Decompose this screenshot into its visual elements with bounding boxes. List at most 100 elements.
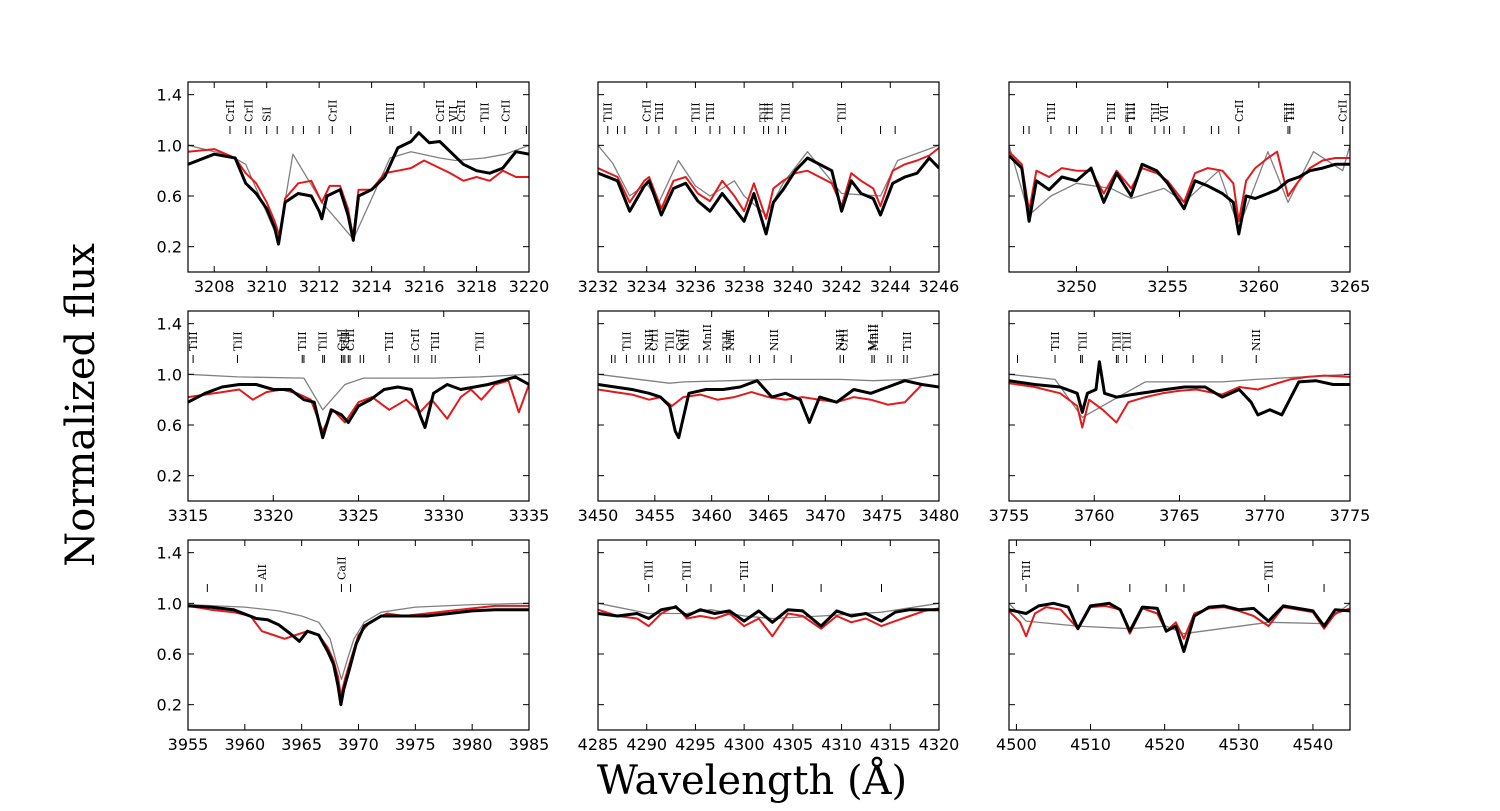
x-tick-label: 4315	[870, 735, 911, 754]
line-id-label: TiII	[1123, 102, 1136, 122]
line-id-label: CrII	[674, 329, 687, 351]
line-id-label: CrII	[838, 329, 851, 351]
panel-frame	[597, 81, 940, 273]
x-tick-label: 3955	[168, 735, 209, 754]
line-id-label: NiII	[768, 329, 781, 351]
x-tick-label: 4290	[626, 735, 667, 754]
x-tick-label: 3475	[862, 506, 903, 525]
series-lines-line	[1009, 145, 1350, 229]
series-observed-line	[1009, 360, 1350, 417]
x-tick-label: 3765	[1159, 506, 1200, 525]
line-id-label: TiII	[653, 102, 666, 122]
x-tick-label: 4510	[1070, 735, 1111, 754]
line-id-label: TiII	[901, 331, 914, 351]
line-id-label: TiII	[296, 331, 309, 351]
line-id-label: CrII	[335, 329, 348, 351]
x-tick-label: 3760	[1074, 506, 1115, 525]
line-id-label: AlI	[256, 564, 269, 581]
line-id-label: CrII	[1337, 100, 1350, 122]
series-model-line	[188, 148, 529, 239]
panel-9: TiII TiII 4500 4510 4520 4530 4540	[996, 539, 1351, 754]
line-id-label: TiII	[384, 102, 397, 122]
y-tick-label: 1.4	[157, 86, 182, 105]
x-tick-label: 3208	[194, 277, 235, 296]
line-id-label: TiII	[643, 560, 656, 580]
x-tick-label: 3330	[423, 506, 464, 525]
y-tick-label: 1.0	[157, 136, 182, 155]
line-id-label: CrII	[648, 329, 661, 351]
series-observed-line	[598, 605, 939, 628]
line-id-label: TiII	[836, 102, 849, 122]
series-lines-line	[598, 144, 939, 216]
series-observed-line	[1009, 154, 1350, 236]
series-model-line	[1009, 374, 1350, 429]
x-tick-label: 4305	[772, 735, 813, 754]
x-tick-label: 4530	[1218, 735, 1259, 754]
y-tick-label: 1.0	[157, 365, 182, 384]
y-tick-label: 0.6	[157, 416, 182, 435]
line-id-label: CrII	[409, 329, 422, 351]
x-tick-label: 4310	[821, 735, 862, 754]
line-id-label: TiII	[339, 331, 352, 351]
x-tick-label: 4300	[724, 735, 765, 754]
x-tick-label: 3244	[870, 277, 911, 296]
panel-frame	[187, 81, 530, 273]
x-tick-label: 3335	[509, 506, 550, 525]
series-observed-line	[188, 604, 529, 707]
x-tick-label: 3238	[724, 277, 765, 296]
x-tick-label: 3455	[634, 506, 675, 525]
line-id-label: TiII	[187, 331, 200, 351]
x-tick-label: 3460	[691, 506, 732, 525]
x-tick-label: 3210	[246, 277, 287, 296]
x-tick-label: 3980	[452, 735, 493, 754]
x-tick-label: 3234	[626, 277, 667, 296]
x-tick-label: 3236	[675, 277, 716, 296]
line-id-label: TiII	[1110, 331, 1123, 351]
line-id-label: NiII	[834, 329, 847, 351]
line-id-label: TiII	[1262, 560, 1275, 580]
series-lines-line	[1009, 373, 1350, 419]
y-tick-label: 0.2	[157, 696, 182, 715]
y-tick-label: 0.2	[157, 467, 182, 486]
line-id-label: TiII	[763, 102, 776, 122]
line-id-label: CrII	[499, 100, 512, 122]
series-lines-line	[1009, 602, 1350, 635]
series-observed-line	[188, 375, 529, 440]
y-tick-label: 1.4	[157, 544, 182, 563]
x-tick-label: 3232	[578, 277, 619, 296]
line-id-label: TiII	[1149, 102, 1162, 122]
panel-frame	[1008, 539, 1351, 731]
x-tick-label: 3320	[253, 506, 294, 525]
line-id-label: TiII	[602, 102, 615, 122]
series-model-line	[598, 147, 939, 220]
line-id-label: NiII	[678, 329, 691, 351]
line-id-label: MnII	[866, 324, 879, 351]
line-id-label: TiII	[1121, 331, 1134, 351]
line-id-label: SiI	[261, 107, 274, 122]
x-tick-label: 3755	[989, 506, 1030, 525]
series-model-line	[1009, 150, 1350, 223]
line-id-label: TiII	[1045, 102, 1058, 122]
x-tick-label: 4500	[996, 735, 1037, 754]
x-tick-label: 3214	[351, 277, 392, 296]
series-lines-line	[598, 373, 939, 384]
line-id-label: VII	[447, 105, 460, 123]
line-id-label: TiII	[1076, 331, 1089, 351]
line-id-label: TiII	[780, 102, 793, 122]
y-tick-label: 0.6	[157, 645, 182, 664]
line-id-label: TiII	[1282, 102, 1295, 122]
panel-frame	[597, 539, 940, 731]
y-tick-label: 0.2	[157, 238, 182, 257]
x-tick-label: 3775	[1330, 506, 1371, 525]
line-id-label: NiII	[724, 329, 737, 351]
series-observed-line	[188, 131, 529, 246]
x-tick-label: 4520	[1144, 735, 1185, 754]
line-id-label: MnII	[868, 324, 881, 351]
series-lines-line	[188, 144, 529, 241]
x-tick-label: 3240	[772, 277, 813, 296]
